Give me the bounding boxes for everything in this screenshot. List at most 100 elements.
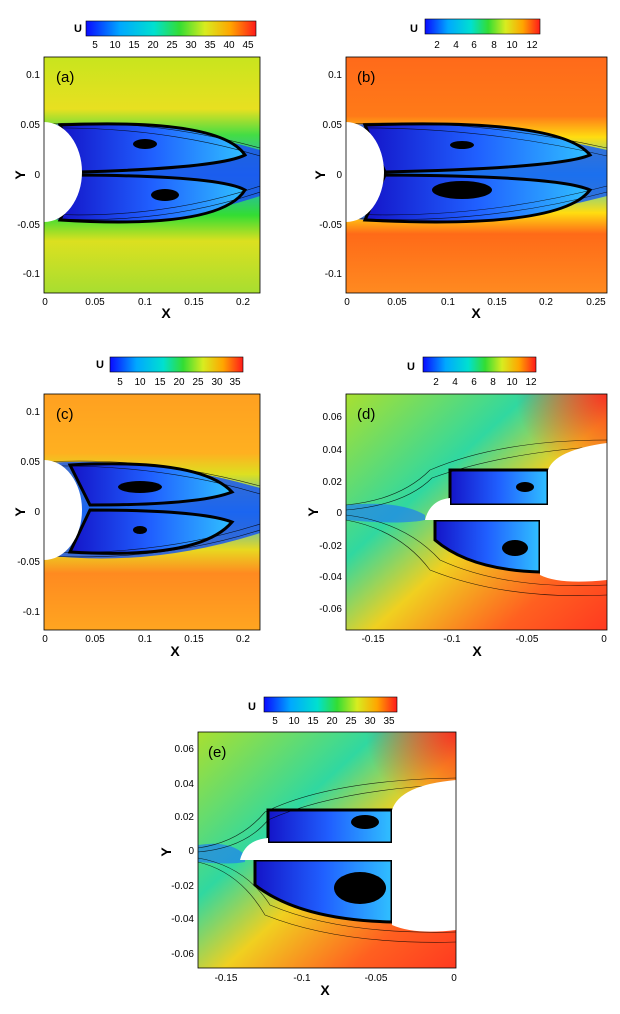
colorbar	[263, 696, 398, 713]
svg-text:0: 0	[601, 634, 607, 645]
svg-text:0: 0	[34, 507, 40, 518]
svg-text:0: 0	[336, 170, 342, 181]
svg-text:0.2: 0.2	[236, 634, 250, 645]
svg-text:2: 2	[434, 40, 440, 51]
plot-frame	[43, 56, 261, 294]
svg-text:10: 10	[506, 377, 518, 388]
plot-frame	[197, 731, 457, 969]
svg-text:0.06: 0.06	[323, 412, 343, 423]
svg-text:0.02: 0.02	[323, 477, 343, 488]
colorbar-ticks: 5 10 15 20 25 30 35 40 45	[92, 40, 254, 51]
svg-text:-0.04: -0.04	[319, 572, 342, 583]
svg-text:5: 5	[117, 377, 123, 388]
svg-text:0.15: 0.15	[487, 297, 507, 308]
flow-field	[346, 394, 607, 630]
svg-text:-0.1: -0.1	[23, 269, 41, 280]
plot-frame	[43, 393, 261, 631]
flow-field	[44, 394, 260, 630]
y-axis-label: Y	[305, 507, 321, 517]
panel-label: (b)	[357, 69, 375, 86]
colorbar	[422, 356, 537, 373]
panel-label: (a)	[56, 69, 74, 86]
y-ticks: 0.06 0.04 0.02 0 -0.02 -0.04 -0.06	[319, 412, 342, 615]
y-axis-label: Y	[158, 847, 174, 857]
svg-text:35: 35	[204, 40, 216, 51]
svg-text:25: 25	[345, 716, 357, 727]
svg-text:0.05: 0.05	[85, 297, 105, 308]
svg-text:-0.05: -0.05	[17, 220, 40, 231]
svg-text:30: 30	[364, 716, 376, 727]
panel-a: U 5 10 15 20 25 30 35 40 45	[12, 20, 261, 321]
svg-text:45: 45	[242, 40, 254, 51]
svg-text:-0.15: -0.15	[362, 634, 385, 645]
svg-text:0: 0	[42, 634, 48, 645]
svg-text:-0.02: -0.02	[319, 541, 342, 552]
svg-text:20: 20	[147, 40, 159, 51]
svg-text:0.05: 0.05	[85, 634, 105, 645]
x-ticks: 0 0.05 0.1 0.15 0.2 0.25	[344, 297, 606, 308]
svg-text:-0.06: -0.06	[171, 949, 194, 960]
svg-text:0.02: 0.02	[175, 812, 195, 823]
svg-text:8: 8	[490, 377, 496, 388]
svg-text:10: 10	[288, 716, 300, 727]
svg-text:15: 15	[128, 40, 140, 51]
y-ticks: 0.1 0.05 0 -0.05 -0.1	[17, 70, 40, 280]
svg-text:12: 12	[526, 40, 538, 51]
svg-text:0.04: 0.04	[323, 445, 343, 456]
colorbar-title: U	[96, 359, 104, 371]
svg-text:0.1: 0.1	[138, 297, 152, 308]
colorbar	[424, 18, 541, 35]
y-ticks: 0.06 0.04 0.02 0 -0.02 -0.04 -0.06	[171, 744, 194, 960]
colorbar	[85, 20, 257, 37]
colorbar-title: U	[248, 701, 256, 713]
svg-text:0: 0	[34, 170, 40, 181]
svg-text:0.1: 0.1	[26, 407, 40, 418]
svg-text:25: 25	[166, 40, 178, 51]
svg-text:-0.1: -0.1	[23, 607, 41, 618]
svg-text:10: 10	[506, 40, 518, 51]
svg-text:0.2: 0.2	[539, 297, 553, 308]
panel-e: U 5 10 15 20 25 30 35	[158, 696, 457, 998]
svg-text:-0.06: -0.06	[319, 604, 342, 615]
colorbar-ticks: 2 4 6 8 10 12	[433, 377, 537, 388]
svg-text:0.1: 0.1	[441, 297, 455, 308]
svg-text:0.25: 0.25	[586, 297, 606, 308]
svg-text:15: 15	[154, 377, 166, 388]
panel-label: (e)	[208, 744, 226, 761]
panel-b: U 2 4 6 8 10 12 (b)	[312, 18, 608, 321]
svg-text:0: 0	[451, 973, 457, 984]
svg-text:0.06: 0.06	[175, 744, 195, 755]
svg-text:4: 4	[453, 40, 459, 51]
svg-text:-0.02: -0.02	[171, 881, 194, 892]
svg-text:20: 20	[173, 377, 185, 388]
svg-text:10: 10	[109, 40, 121, 51]
svg-text:40: 40	[223, 40, 235, 51]
svg-text:6: 6	[471, 377, 477, 388]
svg-text:25: 25	[192, 377, 204, 388]
svg-text:-0.1: -0.1	[443, 634, 461, 645]
colorbar-ticks: 5 10 15 20 25 30 35	[117, 377, 241, 388]
x-axis-label: X	[170, 643, 180, 659]
svg-text:20: 20	[326, 716, 338, 727]
svg-text:0.2: 0.2	[236, 297, 250, 308]
x-axis-label: X	[471, 305, 481, 321]
colorbar-ticks: 2 4 6 8 10 12	[434, 40, 538, 51]
svg-text:30: 30	[211, 377, 223, 388]
svg-text:0.05: 0.05	[21, 457, 41, 468]
x-ticks: 0 0.05 0.1 0.15 0.2	[42, 634, 250, 645]
x-axis-label: X	[161, 305, 171, 321]
panel-d: U 2 4 6 8 10 12 (	[305, 356, 608, 659]
y-axis-label: Y	[12, 170, 28, 180]
svg-text:-0.1: -0.1	[325, 269, 343, 280]
colorbar	[109, 356, 244, 373]
x-ticks: -0.15 -0.1 -0.05 0	[362, 634, 608, 645]
flow-field	[198, 732, 456, 968]
svg-text:-0.05: -0.05	[365, 973, 388, 984]
svg-text:-0.05: -0.05	[516, 634, 539, 645]
panel-c: U 5 10 15 20 25 30 35 (c)	[12, 356, 261, 659]
svg-text:0.05: 0.05	[323, 120, 343, 131]
svg-text:-0.1: -0.1	[293, 973, 311, 984]
x-axis-label: X	[320, 982, 330, 998]
svg-text:0.1: 0.1	[26, 70, 40, 81]
